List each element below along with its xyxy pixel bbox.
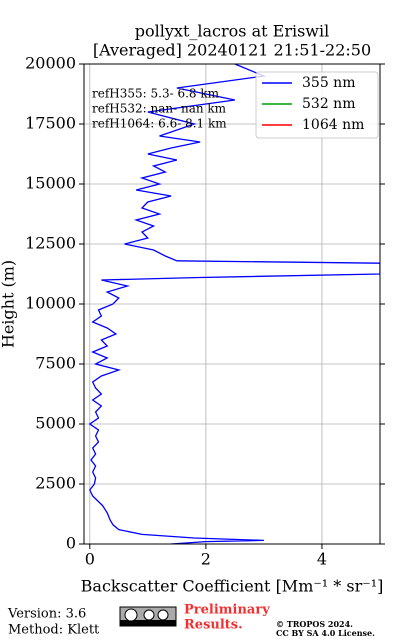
y-tick-label: 7500 (35, 354, 76, 373)
y-tick-label: 10000 (25, 294, 76, 313)
y-tick-label: 20000 (25, 54, 76, 73)
y-tick-label: 2500 (35, 474, 76, 493)
legend-label: 532 nm (302, 96, 355, 112)
chart-subtitle: [Averaged] 20240121 21:51-22:50 (93, 41, 371, 60)
legend-box (255, 71, 379, 139)
annotation: refH1064: 6.6- 8.1 km (92, 117, 227, 131)
license: © TROPOS 2024. (276, 619, 353, 629)
y-axis-label: Height (m) (0, 260, 18, 348)
license: CC BY SA 4.0 License. (276, 628, 375, 638)
y-tick-label: 5000 (35, 414, 76, 433)
legend-label: 355 nm (302, 75, 355, 91)
preliminary: Preliminary (184, 603, 270, 618)
annotation: refH532: nan- nan km (92, 102, 227, 116)
preliminary: Results. (184, 618, 243, 633)
y-tick-label: 17500 (25, 114, 76, 133)
annotation: refH355: 5.3- 6.8 km (92, 87, 220, 101)
y-tick-label: 12500 (25, 234, 76, 253)
y-tick-label: 15000 (25, 174, 76, 193)
legend-label: 1064 nm (302, 117, 364, 133)
x-axis-label: Backscatter Coefficient [Mm⁻¹ * sr⁻¹] (81, 577, 384, 596)
method: Method: Klett (8, 623, 100, 638)
x-tick-label: 4 (317, 550, 327, 569)
x-tick-label: 0 (85, 550, 95, 569)
x-tick-label: 2 (201, 550, 211, 569)
cc-badge (119, 606, 177, 627)
chart-title: pollyxt_lacros at Eriswil (135, 22, 329, 41)
y-tick-label: 0 (66, 534, 76, 553)
version: Version: 3.6 (7, 607, 86, 622)
profile-line (88, 64, 380, 544)
plot-frame (83, 63, 381, 545)
